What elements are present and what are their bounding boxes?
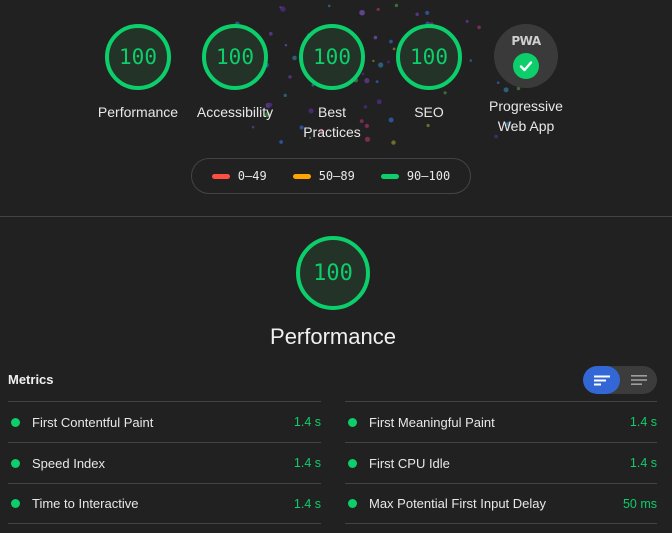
metric-row: Time to Interactive 1.4 s xyxy=(8,483,321,524)
legend-range: 0–49 xyxy=(237,169,267,183)
gauge-label: Best Practices xyxy=(303,104,361,140)
gauge-accessibility[interactable]: 100 Accessibility xyxy=(185,24,285,122)
gauge-label: Performance xyxy=(97,104,179,120)
gauge-best-practices[interactable]: 100 Best Practices xyxy=(282,24,382,142)
metric-name: Speed Index xyxy=(32,455,106,471)
gauge-score: 100 xyxy=(299,24,365,90)
gauge-score: 100 xyxy=(396,24,462,90)
metrics-column-right: First Meaningful Paint 1.4 s First CPU I… xyxy=(345,401,657,524)
metric-name: Time to Interactive xyxy=(32,496,139,511)
section-divider xyxy=(0,216,672,217)
pass-indicator-icon xyxy=(348,458,357,468)
section-title: Performance xyxy=(270,324,396,349)
metric-value: 50 ms xyxy=(622,496,657,511)
metrics-column-left: First Contentful Paint 1.4 s Speed Index… xyxy=(8,401,321,524)
metric-value: 1.4 s xyxy=(293,415,321,429)
metric-row: First Meaningful Paint 1.4 s xyxy=(345,401,657,442)
metric-row: First CPU Idle 1.4 s xyxy=(345,442,657,483)
gauge-score: 100 xyxy=(202,24,268,90)
check-icon xyxy=(513,53,539,79)
pass-indicator-icon xyxy=(11,417,20,427)
category-gauges: 100 Performance 100 Accessibility 100 Be… xyxy=(0,0,672,150)
pwa-badge-text: PWA xyxy=(511,34,541,48)
metric-name: First Contentful Paint xyxy=(32,414,154,430)
legend-swatch xyxy=(292,173,311,179)
metrics-view-toggle[interactable] xyxy=(583,366,657,394)
legend-item-average: 50–89 xyxy=(292,169,355,183)
metric-value: 1.4 s xyxy=(293,456,321,470)
gauge-label: SEO xyxy=(414,104,444,120)
metric-row: Speed Index 1.4 s xyxy=(8,442,321,483)
metric-name: First CPU Idle xyxy=(369,455,450,471)
score-legend: 0–49 50–89 90–100 xyxy=(191,158,471,194)
metric-value: 1.4 s xyxy=(293,496,321,511)
legend-range: 90–100 xyxy=(406,169,451,183)
gauge-label: Accessibility xyxy=(196,104,274,120)
expanded-view-button[interactable] xyxy=(620,366,657,394)
legend-item-fail: 0–49 xyxy=(211,169,267,183)
performance-gauge: 100 xyxy=(296,236,370,310)
pwa-badge: PWA xyxy=(494,24,558,88)
performance-score: 100 xyxy=(296,236,370,310)
metric-name: First Meaningful Paint xyxy=(369,414,495,430)
gauge-performance[interactable]: 100 Performance xyxy=(88,24,188,122)
metric-value: 1.4 s xyxy=(629,415,657,429)
gauge-score: 100 xyxy=(105,24,171,90)
legend-swatch xyxy=(211,173,230,179)
pass-indicator-icon xyxy=(11,458,20,468)
legend-item-pass: 90–100 xyxy=(380,169,451,183)
metric-name: Max Potential First Input Delay xyxy=(369,496,547,511)
metrics-heading: Metrics xyxy=(8,372,54,387)
compact-view-button[interactable] xyxy=(583,366,620,394)
legend-swatch xyxy=(380,173,399,179)
pass-indicator-icon xyxy=(11,499,20,508)
metric-row: Max Potential First Input Delay 50 ms xyxy=(345,483,657,524)
gauge-seo[interactable]: 100 SEO xyxy=(379,24,479,122)
pass-indicator-icon xyxy=(348,499,357,508)
compact-list-icon xyxy=(593,375,610,386)
metric-value: 1.4 s xyxy=(629,456,657,470)
legend-range: 50–89 xyxy=(318,169,355,183)
metric-row: First Contentful Paint 1.4 s xyxy=(8,401,321,442)
pass-indicator-icon xyxy=(348,417,357,427)
expanded-list-icon xyxy=(630,375,647,385)
gauge-label: Progressive Web App xyxy=(489,98,563,134)
gauge-pwa[interactable]: PWA Progressive Web App xyxy=(476,24,576,136)
